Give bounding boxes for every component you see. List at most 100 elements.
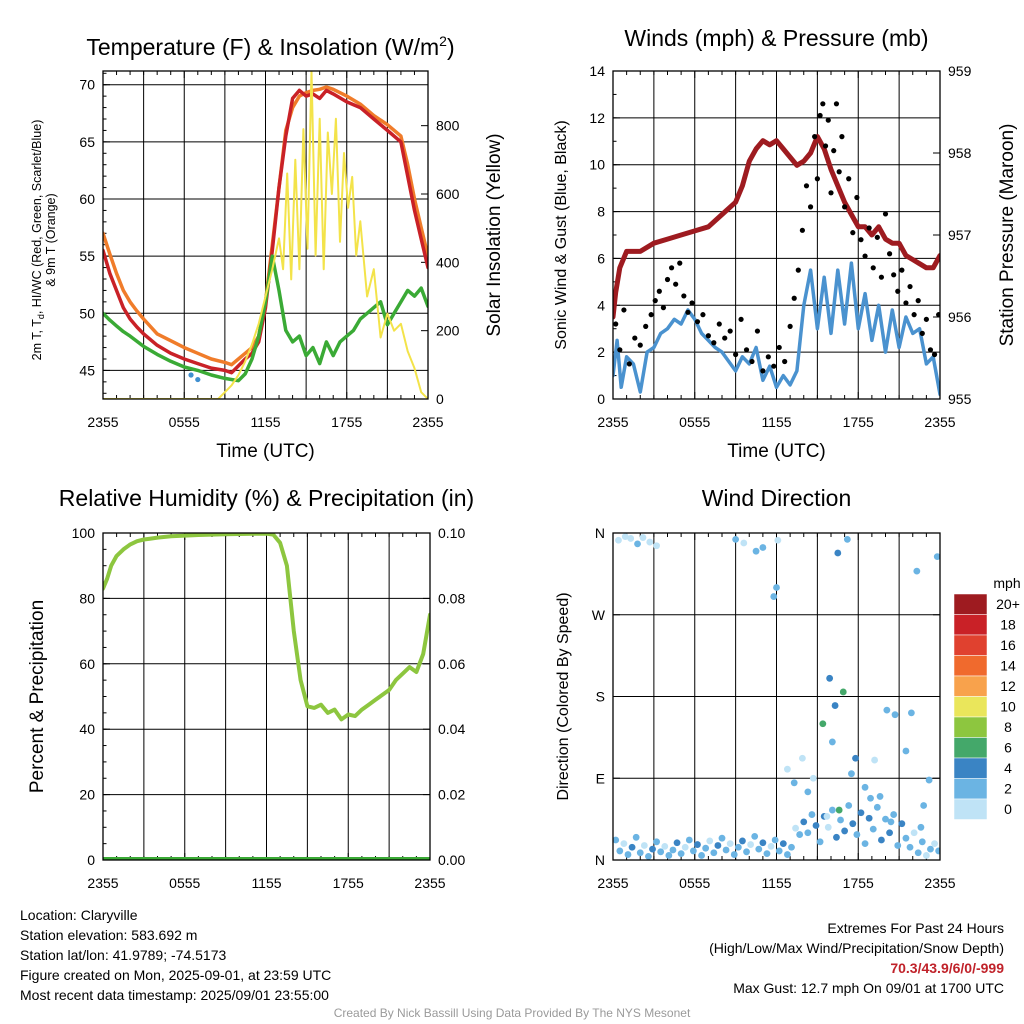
y-tick-label: S	[596, 689, 605, 705]
direction-point	[759, 544, 767, 551]
direction-point	[839, 688, 847, 696]
direction-point	[834, 549, 842, 557]
direction-point	[784, 851, 791, 858]
direction-point	[628, 843, 636, 851]
series-line	[613, 134, 940, 320]
legend-label: 18	[1000, 617, 1016, 633]
legend-label: 6	[1004, 740, 1012, 756]
direction-point	[800, 818, 808, 826]
series-point	[923, 316, 929, 322]
direction-point	[906, 843, 914, 851]
direction-point	[657, 848, 665, 856]
direction-point	[907, 709, 915, 717]
elevation-text: Station elevation: 583.692 m	[20, 927, 198, 943]
series-line	[103, 71, 428, 399]
direction-point	[913, 567, 921, 575]
series-point	[842, 204, 848, 210]
direction-point	[747, 841, 755, 848]
extremes-heading: Extremes For Past 24 Hours	[827, 920, 1004, 936]
direction-point	[767, 842, 775, 850]
direction-point	[828, 806, 836, 814]
series-point	[936, 312, 940, 318]
direction-point	[702, 844, 710, 852]
speed-legend: mph 20+ 18 16 14 12 10 8 6 4 2 0	[953, 575, 1021, 820]
direction-point	[894, 842, 902, 849]
series-point	[899, 267, 905, 273]
series-point	[854, 194, 860, 201]
direction-point	[861, 840, 869, 848]
series-point	[776, 344, 782, 351]
location-text: Location: Claryville	[20, 907, 138, 923]
series-point	[637, 342, 643, 348]
direction-point	[823, 813, 831, 820]
series-point	[846, 176, 852, 182]
series-point	[803, 183, 810, 189]
direction-point	[718, 834, 726, 842]
legend-label: 12	[1000, 678, 1016, 694]
y-tick-label: 100	[72, 525, 96, 541]
direction-point	[621, 533, 629, 541]
series-point	[771, 363, 777, 369]
direction-point	[918, 838, 926, 846]
legend-swatch	[953, 716, 988, 738]
direction-point	[770, 593, 778, 600]
series-point	[643, 323, 649, 329]
direction-point	[886, 829, 893, 837]
direction-point	[788, 843, 795, 851]
series-point	[716, 321, 722, 327]
y2-tick-label: 957	[948, 227, 972, 243]
direction-point	[831, 702, 839, 709]
x-tick-label: 0555	[679, 875, 710, 891]
y-tick-label: 20	[79, 787, 95, 803]
direction-point	[653, 542, 660, 550]
direction-point	[828, 738, 836, 746]
direction-point	[773, 584, 780, 591]
direction-point	[824, 823, 832, 831]
direction-point	[849, 820, 857, 828]
series-point	[652, 298, 658, 304]
series-point	[738, 316, 744, 322]
direction-point	[804, 788, 812, 796]
direction-point	[878, 836, 885, 844]
series-point	[870, 265, 876, 271]
direction-point	[843, 535, 851, 543]
direction-point	[661, 842, 669, 850]
y2-tick-label: 800	[436, 118, 460, 134]
series-point	[822, 143, 829, 149]
series-point	[749, 358, 755, 365]
series-point	[765, 354, 771, 360]
direction-point	[743, 848, 750, 856]
series-point	[632, 335, 638, 341]
direction-point	[809, 774, 817, 782]
series-point	[722, 335, 728, 341]
direction-point	[933, 553, 940, 561]
series-line	[613, 261, 940, 397]
series-point	[727, 328, 733, 334]
y-tick-label: 50	[79, 305, 95, 321]
chart-title: Winds (mph) & Pressure (mb)	[624, 25, 928, 51]
x-tick-label: 0555	[169, 875, 200, 891]
direction-point	[774, 536, 782, 544]
direction-point	[775, 847, 783, 855]
chart-title: Wind Direction	[702, 485, 852, 511]
x-tick-label: 2355	[87, 875, 118, 891]
direction-point	[710, 849, 718, 857]
y-tick-label: 6	[597, 250, 605, 266]
series-point	[613, 321, 619, 327]
y2-axis-label: Solar Insolation (Yellow)	[484, 133, 505, 336]
credit-text: Created By Nick Bassill Using Data Provi…	[333, 1006, 691, 1020]
y-axis-label: Sonic Wind & Gust (Blue, Black)	[553, 120, 570, 349]
legend-label: 2	[1004, 781, 1012, 797]
direction-point	[620, 840, 628, 848]
series-point	[673, 281, 679, 287]
x-tick-label: 2355	[597, 875, 628, 891]
x-tick-label: 2355	[414, 875, 445, 891]
legend-swatch	[953, 634, 988, 656]
legend-label: 14	[1000, 658, 1016, 674]
series-point	[874, 234, 880, 240]
series-point	[754, 328, 761, 334]
x-tick-label: 2355	[924, 414, 955, 430]
direction-point	[902, 747, 910, 755]
legend-label: 16	[1000, 637, 1016, 653]
